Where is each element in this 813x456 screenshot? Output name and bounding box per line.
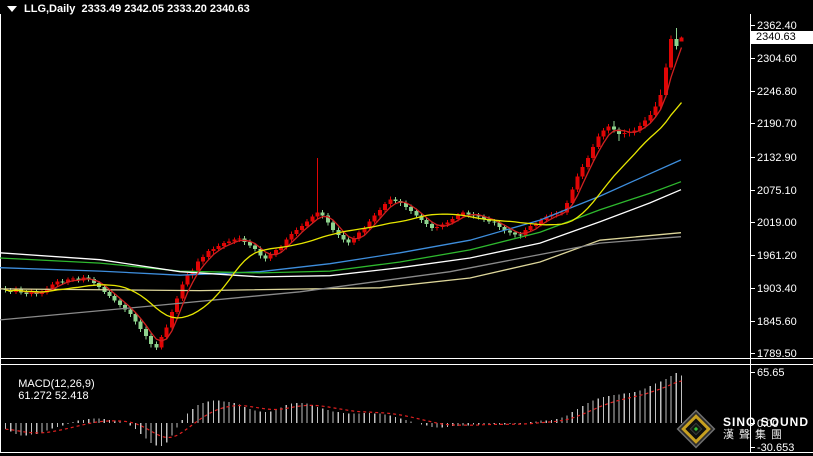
ma-mid-yellow xyxy=(5,102,682,319)
logo-line-en: SINO SOUND xyxy=(722,415,809,429)
ma-white xyxy=(0,189,682,278)
sino-sound-logo-icon xyxy=(676,409,716,449)
sino-sound-logo-text: SINO SOUND 漢聲集團 xyxy=(723,416,809,442)
ma-fast-red xyxy=(5,47,683,342)
macd-indicator-values: 61.272 52.418 xyxy=(18,390,89,402)
symbol-dropdown-icon[interactable] xyxy=(7,6,17,12)
sino-sound-logo: SINO SOUND 漢聲集團 xyxy=(675,408,809,450)
ma-gray xyxy=(0,236,682,321)
ma-blue xyxy=(0,159,682,276)
macd-signal-line xyxy=(5,380,682,439)
panel-borders xyxy=(0,14,813,453)
axis-ticks xyxy=(750,25,755,448)
candles xyxy=(3,28,684,351)
ma-green xyxy=(0,181,682,274)
current-price-tag: 2340.63 xyxy=(751,30,813,44)
macd-histogram xyxy=(4,372,683,447)
chart-title-bar: LLG,Daily 2333.49 2342.05 2333.20 2340.6… xyxy=(5,2,250,15)
ma-wheat xyxy=(0,232,682,292)
logo-line-cn: 漢聲集團 xyxy=(722,429,787,441)
macd-indicator-label: MACD(12,26,9) 61.272 52.418 xyxy=(18,378,95,402)
chart-ohlc-readout: 2333.49 2342.05 2333.20 2340.63 xyxy=(81,2,250,15)
chart-symbol-timeframe: LLG,Daily xyxy=(24,2,76,15)
